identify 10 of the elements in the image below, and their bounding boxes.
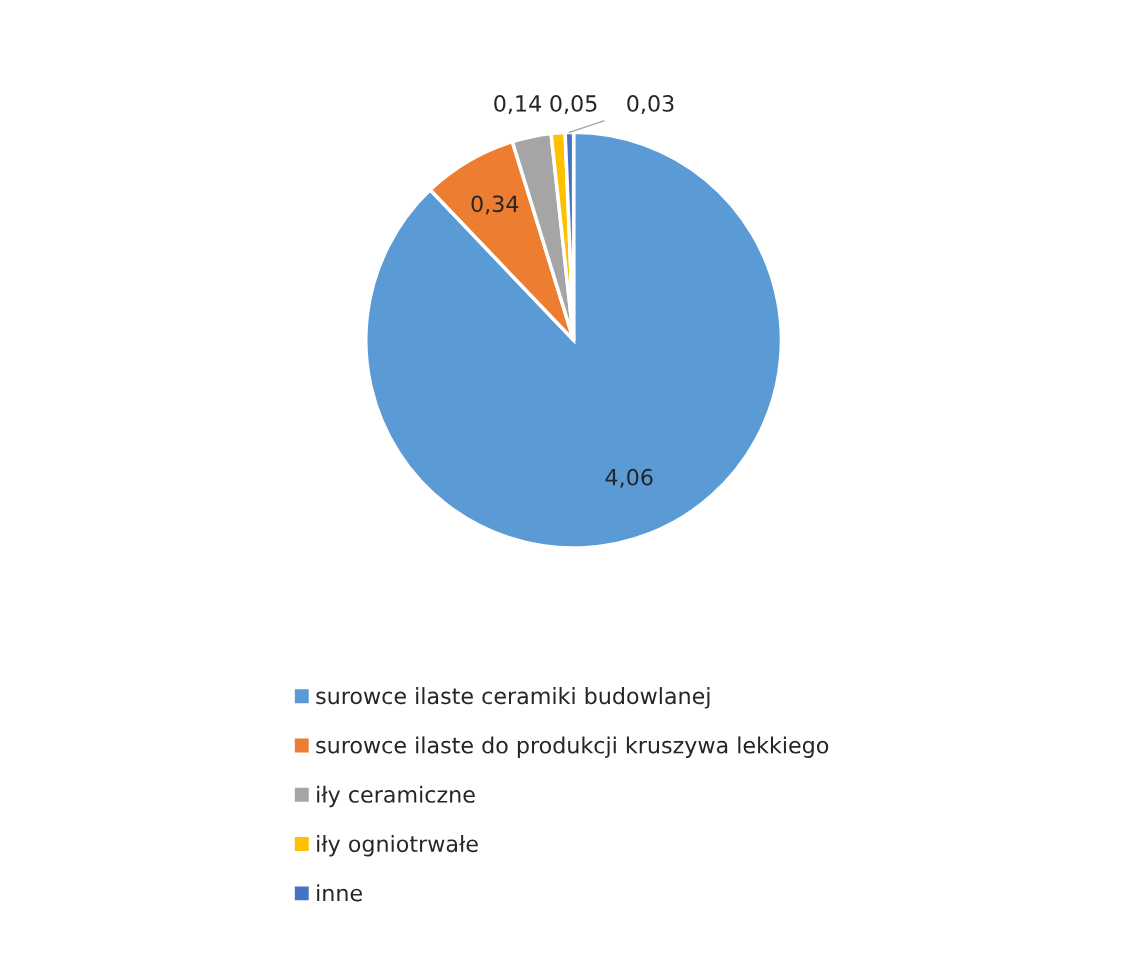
- data-label: 0,14: [494, 95, 541, 115]
- data-label: 0,05: [550, 95, 597, 115]
- legend-label: iły ogniotrwałe: [317, 834, 478, 857]
- legend-label: iły ceramiczne: [317, 785, 475, 808]
- data-label: 0,34: [471, 195, 519, 215]
- data-label: 4,06: [605, 468, 653, 488]
- legend-label: surowce ilaste do produkcji kruszywa lekkiego: [316, 736, 829, 758]
- legend-label: surowce ilaste ceramiki budowlanej: [316, 687, 710, 709]
- legend-label: inne: [317, 884, 362, 902]
- data-label: 0,03: [627, 95, 674, 115]
